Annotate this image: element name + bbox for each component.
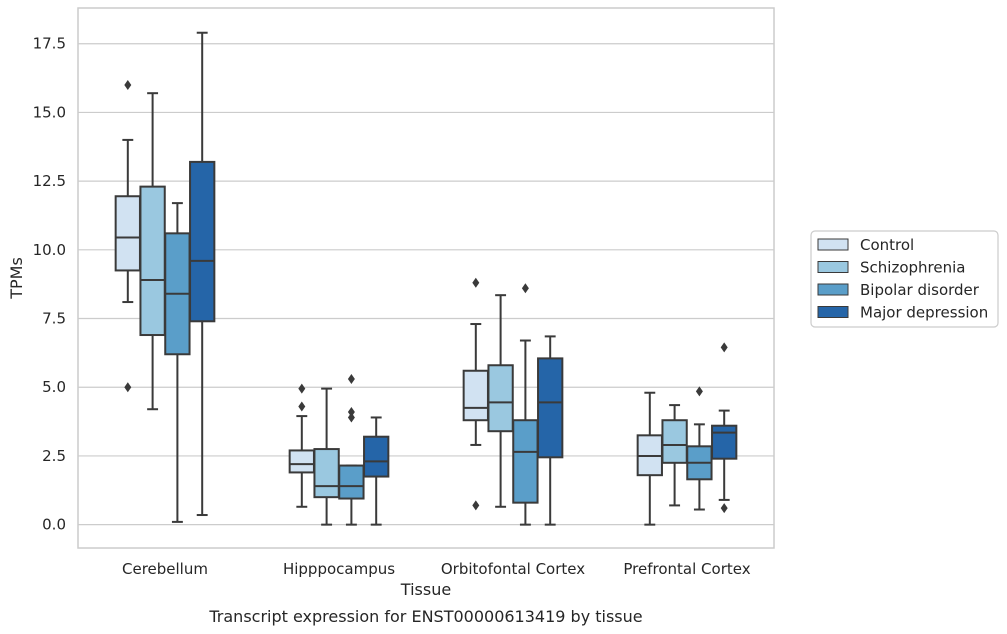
legend-swatch — [817, 238, 849, 251]
y-tick-label: 17.5 — [33, 35, 66, 53]
legend-label: Bipolar disorder — [860, 281, 980, 299]
legend-swatch — [817, 261, 849, 273]
outlier-point — [472, 500, 480, 511]
x-axis-label: Tissue — [400, 580, 451, 599]
legend-label: Schizophrenia — [860, 259, 965, 277]
box — [512, 419, 539, 504]
x-tick-label: Cerebellum — [122, 560, 208, 578]
y-tick-label: 5.0 — [42, 378, 66, 396]
y-tick-label: 12.5 — [33, 172, 66, 190]
box — [537, 357, 564, 459]
outlier-point — [298, 383, 306, 394]
x-tick-labels: Cerebellum Hipppocampus Orbitofontal Corte… — [122, 560, 751, 578]
box — [363, 435, 390, 478]
y-tick-label: 0.0 — [42, 516, 66, 534]
series-schizophrenia — [139, 92, 688, 526]
series-major-depression — [189, 31, 738, 526]
outlier-point — [720, 342, 728, 353]
box — [313, 448, 340, 499]
box — [711, 424, 738, 460]
box — [114, 195, 141, 272]
outlier-point — [720, 503, 728, 514]
x-tick-label: Hipppocampus — [283, 560, 395, 578]
box — [189, 160, 216, 323]
series-bipolar-disorder — [164, 202, 713, 526]
outlier-point — [124, 382, 132, 393]
y-tick-label: 7.5 — [42, 310, 66, 328]
legend-swatch — [817, 283, 849, 296]
x-tick-label: Prefrontal Cortex — [623, 560, 750, 578]
y-axis-label: TPMs — [7, 257, 26, 300]
box — [462, 369, 489, 422]
outlier-point — [124, 79, 132, 90]
series-control — [114, 79, 663, 526]
outlier-point — [472, 277, 480, 288]
y-tick-label: 10.0 — [33, 241, 66, 259]
outlier-point — [695, 386, 703, 397]
box — [139, 185, 166, 337]
box — [288, 449, 315, 474]
y-tick-label: 15.0 — [33, 103, 66, 121]
box — [661, 419, 688, 464]
outlier-point — [347, 406, 355, 417]
outlier-point — [347, 373, 355, 384]
box — [338, 464, 365, 500]
box — [487, 364, 514, 433]
plot-frame — [77, 7, 775, 549]
y-tick-labels: 0.0 2.5 5.0 7.5 10.0 12.5 15.0 17.5 — [33, 35, 66, 534]
legend-swatch — [817, 306, 849, 318]
legend-label: Major depression — [860, 304, 988, 322]
legend-frame — [810, 230, 999, 328]
legend: Control Schizophrenia Bipolar disorder Majo… — [810, 230, 999, 328]
box-series-group — [114, 31, 738, 526]
x-tick-label: Orbitofontal Cortex — [441, 560, 585, 578]
chart-caption: Transcript expression for ENST0000061341… — [208, 607, 642, 626]
legend-label: Control — [860, 236, 914, 254]
outlier-point — [298, 401, 306, 412]
y-tick-label: 2.5 — [42, 447, 66, 465]
outlier-point — [347, 412, 355, 423]
outlier-point — [521, 283, 529, 294]
